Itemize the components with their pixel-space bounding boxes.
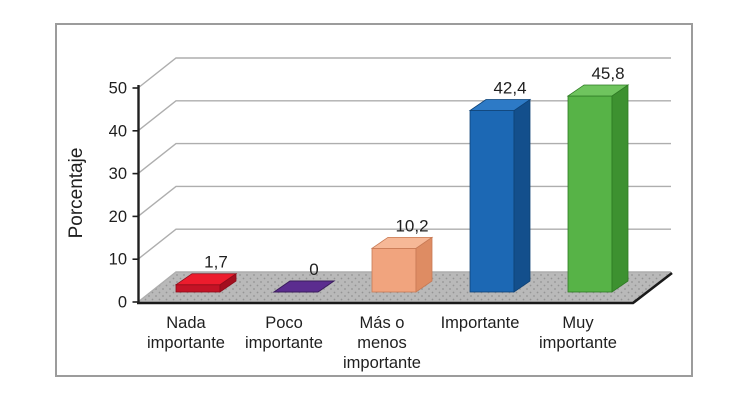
bar-side-face (611, 84, 629, 293)
category-label-line: Poco (265, 314, 303, 332)
category-label-mas-o-menos-importante: Más o menos importante (343, 314, 421, 372)
bar-poco-importante (272, 280, 336, 293)
bar-front-face (175, 284, 221, 293)
category-label-importante: Importante (441, 314, 520, 332)
bar-flat-face (272, 280, 336, 293)
category-label-nada-importante: Nada importante (147, 314, 225, 352)
category-label-line: importante (539, 334, 617, 352)
value-label-mas-o-menos-importante: 10,2 (395, 216, 428, 235)
gridline-50 (137, 57, 671, 89)
bar-top-face (174, 273, 238, 286)
category-label-line: Importante (441, 314, 520, 332)
value-label-poco-importante: 0 (309, 260, 318, 279)
y-tick-label-0: 0 (118, 294, 127, 312)
value-label-nada-importante: 1,7 (204, 253, 228, 272)
category-label-line: importante (343, 354, 421, 372)
category-label-line: Nada (166, 314, 206, 332)
y-tick-label-40: 40 (109, 122, 127, 140)
bar-importante (468, 98, 532, 293)
category-label-poco-importante: Poco importante (245, 314, 323, 352)
floor-front-edge (137, 271, 673, 305)
bar-front-face (371, 247, 417, 293)
category-label-line: importante (147, 334, 225, 352)
bar-nada-importante (174, 272, 238, 293)
value-label-importante: 42,4 (493, 79, 526, 98)
bar-side-face (513, 98, 531, 293)
category-label-line: Más o (360, 314, 405, 332)
category-label-line: menos (357, 334, 407, 352)
bar-muy-importante (566, 84, 630, 293)
value-label-muy-importante: 45,8 (591, 64, 624, 83)
bar-mas-o-menos-importante (370, 236, 434, 293)
category-label-line: importante (245, 334, 323, 352)
bar-top-face (468, 99, 532, 111)
category-label-muy-importante: Muy importante (539, 314, 617, 352)
y-tick-label-30: 30 (109, 165, 127, 183)
y-tick-label-20: 20 (109, 208, 127, 226)
bar-top-face (566, 84, 630, 97)
bar-front-face (567, 95, 613, 293)
y-axis-title: Porcentaje (66, 148, 87, 239)
category-label-line: Muy (562, 314, 594, 332)
y-tick-label-10: 10 (109, 251, 127, 269)
bar-front-face (469, 110, 515, 293)
bar-top-face (370, 236, 434, 249)
y-tick-label-50: 50 (109, 80, 127, 98)
plot-area: 1,7 0 10,2 42,4 45,8 0 10 20 30 40 50 Nada important… (109, 57, 673, 372)
